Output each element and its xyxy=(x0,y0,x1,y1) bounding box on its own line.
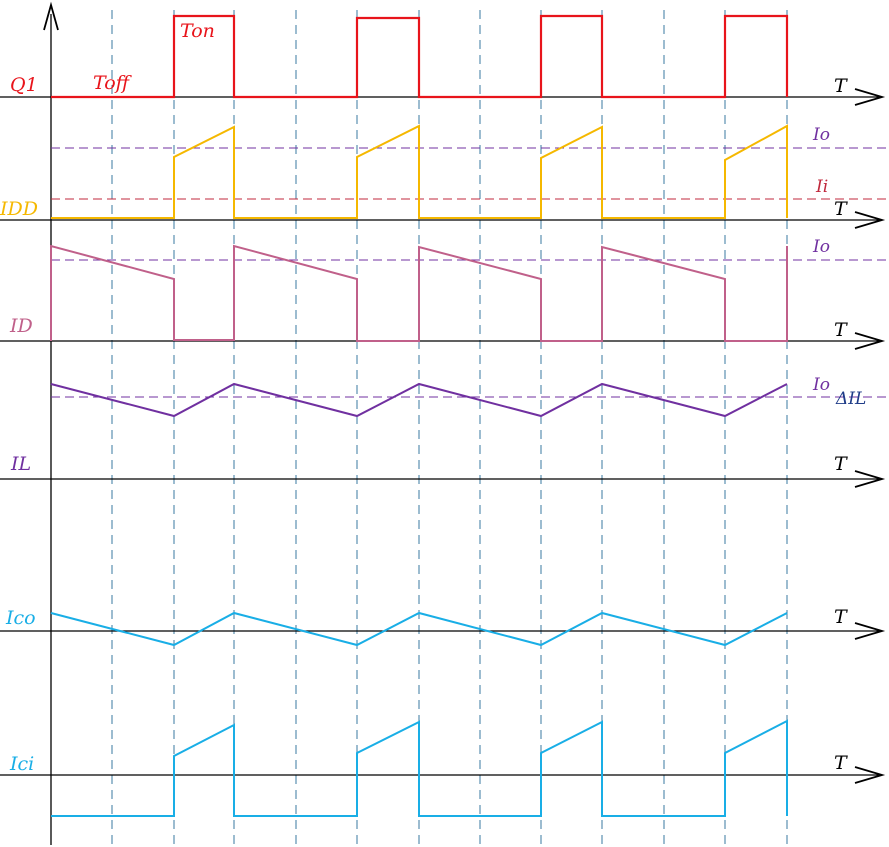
time-grid xyxy=(111,10,788,845)
t-axis-label-idd: T xyxy=(834,198,848,220)
ici-label: Ici xyxy=(9,753,34,775)
vertical-axis-arrow xyxy=(43,1,59,31)
il-label: IL xyxy=(10,453,31,475)
reference-levels xyxy=(51,147,889,398)
t-axis-label-id: T xyxy=(834,319,848,341)
delta-il-label: ΔIL xyxy=(835,389,866,409)
q1-waveform xyxy=(51,14,789,99)
idd-label: IDD xyxy=(0,198,38,220)
ton-label: Ton xyxy=(180,20,215,42)
io-label-idd: Io xyxy=(812,125,830,145)
ico-waveform xyxy=(50,611,788,647)
t-axis-label-ici: T xyxy=(834,752,848,774)
t-axis-label-il: T xyxy=(834,453,848,475)
q1-label: Q1 xyxy=(10,74,38,96)
ii-label: Ii xyxy=(815,177,828,197)
id-label: ID xyxy=(9,315,33,337)
il-waveform xyxy=(50,382,788,418)
idd-waveform xyxy=(51,124,788,219)
t-axis-label-q1: T xyxy=(834,75,848,97)
ici-waveform xyxy=(51,719,788,817)
ico-label: Ico xyxy=(5,607,36,629)
io-label-il: Io xyxy=(812,375,830,395)
toff-label: Toff xyxy=(93,72,133,94)
time-axes xyxy=(0,88,886,784)
id-waveform xyxy=(50,244,788,342)
t-axis-label-ico: T xyxy=(834,606,848,628)
io-label-id: Io xyxy=(812,237,830,257)
